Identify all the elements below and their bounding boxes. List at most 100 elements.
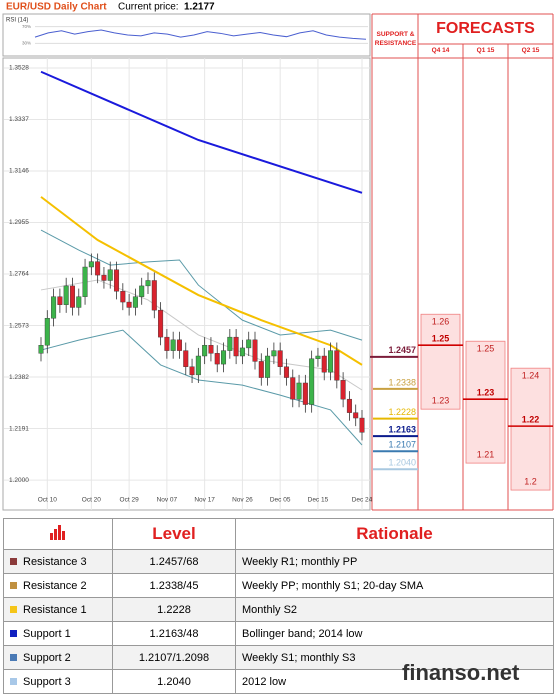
- rsi-line: [34, 29, 367, 40]
- forecast-mid-label: 1.25: [432, 334, 450, 344]
- header-cell: Level: [112, 518, 236, 550]
- candle-body: [296, 382, 302, 400]
- color-swatch: [10, 605, 17, 613]
- candle-body: [176, 339, 182, 351]
- indicator-line: [40, 196, 363, 366]
- table-row: Resistance 1 1.2228 Monthly S2: [3, 597, 554, 622]
- icon-cell: [3, 518, 113, 550]
- rsi-tick-label: 30%: [22, 41, 31, 46]
- candle-body: [95, 261, 101, 276]
- candle-body: [183, 350, 189, 367]
- candle-body: [63, 285, 69, 305]
- forecast-high-label: 1.25: [477, 344, 495, 354]
- candle-body: [101, 274, 107, 281]
- x-tick-label: Oct 29: [120, 497, 140, 504]
- level-value-cell: 1.2457/68: [112, 549, 236, 574]
- x-tick-label: Oct 10: [38, 497, 58, 504]
- level-label: 1.2457: [388, 345, 416, 355]
- level-value-cell: 1.2107/1.2098: [112, 645, 236, 670]
- rsi-tick-label: 70%: [22, 24, 31, 29]
- level-name-cell: Resistance 2: [3, 573, 113, 598]
- candle-body: [120, 291, 126, 303]
- level-label: 1.2107: [388, 440, 416, 450]
- x-tick-label: Dec 05: [270, 497, 291, 504]
- color-swatch: [10, 557, 17, 565]
- forecast-low-label: 1.21: [477, 449, 495, 459]
- candle-body: [315, 355, 321, 359]
- candle-body: [283, 366, 289, 378]
- candle-body: [208, 345, 214, 354]
- forecasts-title: FORECASTS: [436, 20, 535, 37]
- candle-body: [57, 296, 63, 305]
- candle-body: [359, 417, 365, 433]
- x-tick-label: Nov 26: [232, 497, 253, 504]
- forecast-range: [510, 367, 551, 491]
- table-row: Resistance 2 1.2338/45 Weekly PP; monthly …: [3, 573, 554, 598]
- level-name: Support 2: [23, 651, 71, 664]
- rationale-cell: Weekly S1; monthly S3: [235, 645, 554, 670]
- table-row: Support 3 1.2040 2012 low: [3, 669, 554, 694]
- candle-body: [202, 345, 208, 357]
- candle-body: [51, 296, 57, 319]
- level-value-cell: 1.2040: [112, 669, 236, 694]
- levels-table: Level Rationale Resistance 3 1.2457/68 Wee…: [3, 518, 554, 694]
- candle-body: [252, 339, 258, 362]
- y-tick-label: 1.2382: [9, 374, 29, 381]
- candle-body: [132, 296, 138, 308]
- watermark: finanso.net: [402, 660, 520, 685]
- candle-body: [233, 336, 239, 357]
- forecast-low-label: 1.2: [524, 476, 537, 486]
- candle-body: [353, 412, 359, 419]
- level-name-cell: Support 2: [3, 645, 113, 670]
- candle-body: [302, 382, 308, 405]
- level-name: Support 1: [23, 627, 71, 640]
- candle-body: [265, 355, 271, 378]
- candle-body: [158, 309, 164, 338]
- level-name-cell: Resistance 3: [3, 549, 113, 574]
- y-tick-label: 1.2191: [9, 425, 29, 432]
- forecast-high-label: 1.26: [432, 317, 450, 327]
- header-cell: Rationale: [235, 518, 554, 550]
- level-label: 1.2228: [388, 407, 416, 417]
- table-body: Resistance 3 1.2457/68 Weekly R1; monthly …: [3, 549, 554, 694]
- candle-body: [271, 350, 277, 357]
- level-name: Resistance 3: [23, 555, 87, 568]
- level-value-cell: 1.2228: [112, 597, 236, 622]
- candle-body: [258, 361, 264, 378]
- indicator-line: [40, 70, 363, 194]
- x-tick-label: Nov 17: [194, 497, 215, 504]
- rationale-cell: Monthly S2: [235, 597, 554, 622]
- level-label: 1.2338: [388, 377, 416, 387]
- candle-body: [227, 336, 233, 351]
- candle-body: [214, 353, 220, 365]
- candle-body: [44, 318, 50, 346]
- column-header: Q2 15: [521, 47, 540, 54]
- level-value-cell: 1.2338/45: [112, 573, 236, 598]
- candle-body: [290, 377, 296, 400]
- candle-body: [334, 350, 340, 381]
- table-row: Resistance 3 1.2457/68 Weekly R1; monthly …: [3, 549, 554, 574]
- candle-body: [38, 345, 44, 354]
- candle-body: [221, 350, 227, 365]
- level-label: 1.2163: [388, 424, 416, 434]
- x-tick-label: Dec 24: [352, 497, 373, 504]
- color-swatch: [10, 653, 17, 661]
- level-name-cell: Support 1: [3, 621, 113, 646]
- y-tick-label: 1.2764: [9, 271, 29, 278]
- candle-body: [107, 269, 113, 281]
- candle-body: [76, 296, 82, 308]
- levels-title: SUPPORT & RESISTANCE: [374, 31, 417, 47]
- level-name-cell: Support 3: [3, 669, 113, 694]
- color-swatch: [10, 677, 17, 685]
- candle-body: [151, 280, 157, 311]
- level-name: Resistance 1: [23, 603, 87, 616]
- forecast-high-label: 1.24: [522, 371, 540, 381]
- column-header: Q1 15: [476, 47, 495, 54]
- candle-body: [88, 261, 94, 268]
- forecast-low-label: 1.23: [432, 396, 450, 406]
- chart: EUR/USD Daily Chart Current price: 1.217…: [2, 2, 554, 511]
- forecast-mid-label: 1.23: [477, 388, 495, 398]
- candle-body: [346, 398, 352, 413]
- candle-body: [195, 355, 201, 376]
- rsi-label: RSI (14): [6, 18, 28, 24]
